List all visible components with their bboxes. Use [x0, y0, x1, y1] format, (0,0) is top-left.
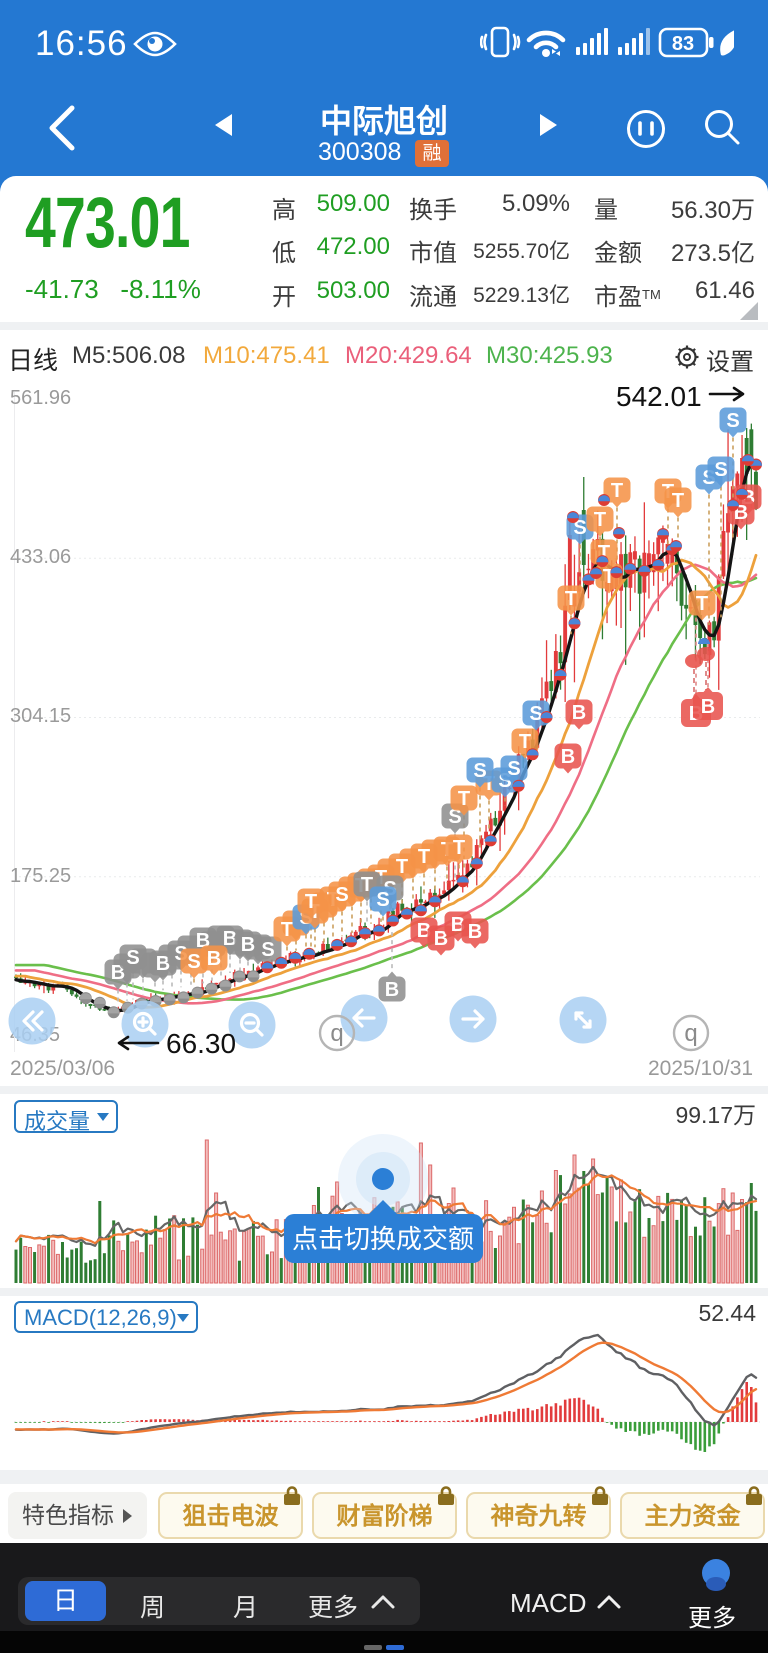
svg-text:点击切换成交额: 点击切换成交额 [292, 1224, 474, 1254]
svg-text:B: B [241, 934, 255, 956]
svg-text:S: S [714, 459, 727, 481]
svg-text:T: T [396, 856, 408, 878]
svg-text:T: T [696, 593, 708, 615]
svg-text:T: T [281, 919, 293, 941]
svg-text:B: B [468, 921, 482, 943]
svg-text:T: T [519, 731, 531, 753]
svg-text:T: T [672, 490, 684, 512]
svg-text:T: T [565, 588, 577, 610]
svg-text:S: S [448, 806, 461, 828]
svg-text:S: S [529, 703, 542, 725]
svg-text:S: S [261, 939, 274, 961]
svg-text:B: B [207, 948, 221, 970]
svg-text:B: B [156, 953, 170, 975]
svg-text:S: S [573, 517, 586, 539]
svg-text:S: S [187, 951, 200, 973]
svg-text:S: S [126, 947, 139, 969]
svg-text:B: B [385, 979, 399, 1001]
svg-text:q: q [684, 1020, 697, 1047]
svg-text:T: T [594, 509, 606, 531]
svg-text:q: q [330, 1020, 343, 1047]
svg-text:83: 83 [672, 33, 694, 55]
svg-text:S: S [507, 758, 520, 780]
svg-text:S: S [473, 760, 486, 782]
svg-text:B: B [434, 928, 448, 950]
svg-text:S: S [726, 410, 739, 432]
svg-text:T: T [611, 480, 623, 502]
svg-text:T: T [305, 891, 317, 913]
svg-text:B: B [561, 746, 575, 768]
svg-text:B: B [223, 928, 237, 950]
svg-text:T: T [418, 846, 430, 868]
svg-text:T: T [458, 788, 470, 810]
svg-text:T: T [453, 837, 465, 859]
svg-text:B: B [572, 702, 586, 724]
svg-text:S: S [335, 884, 348, 906]
svg-text:S: S [376, 889, 389, 911]
svg-text:B: B [701, 696, 715, 718]
